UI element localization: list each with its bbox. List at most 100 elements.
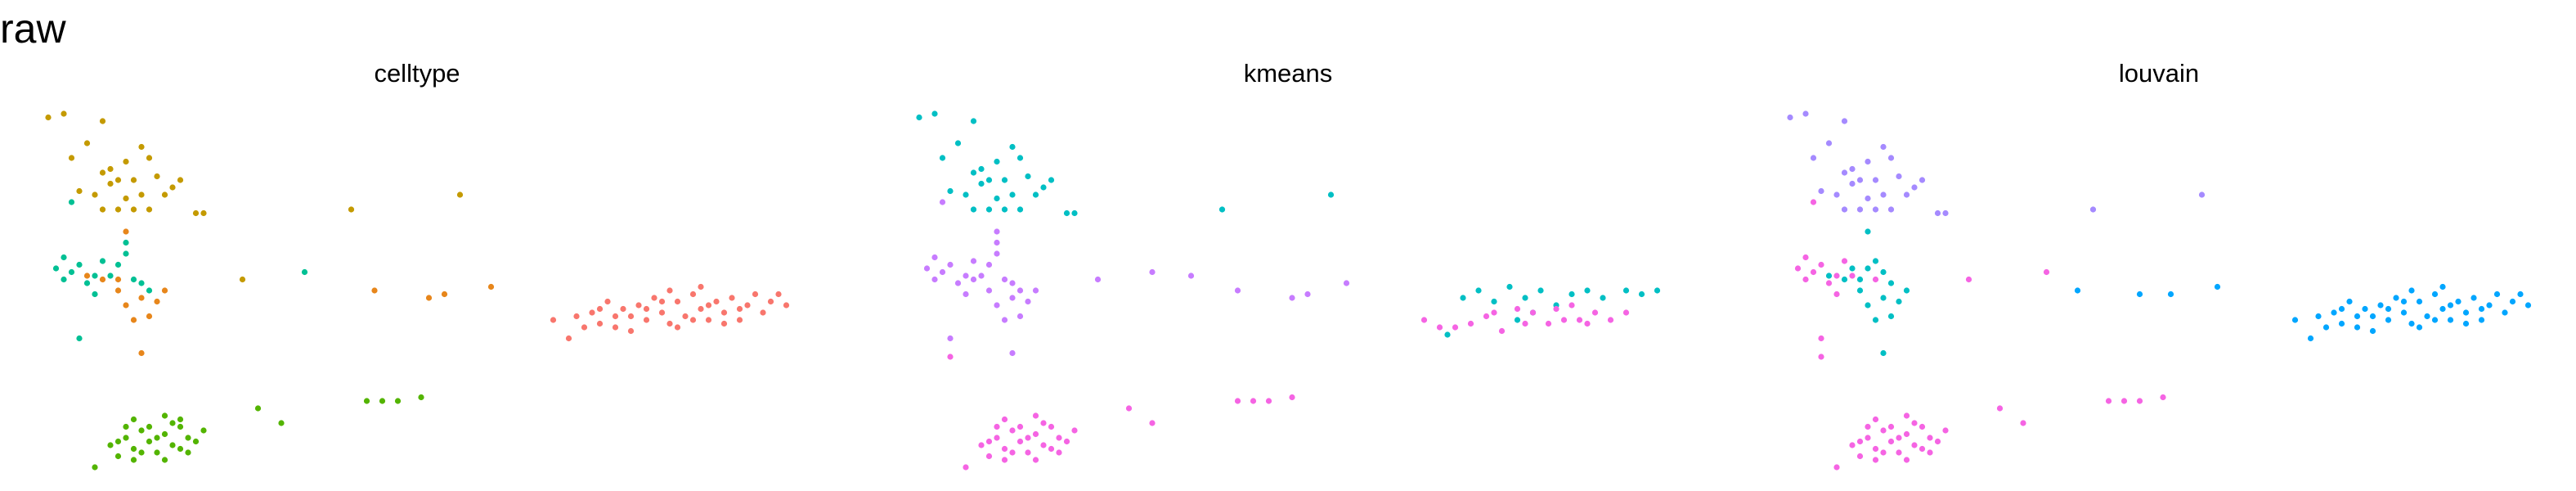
scatter-point bbox=[1887, 206, 1895, 213]
scatter-point bbox=[1304, 291, 1311, 298]
scatter-point bbox=[1452, 324, 1459, 331]
scatter-point bbox=[1001, 317, 1008, 323]
scatter-point bbox=[1056, 435, 1062, 441]
scatter-point bbox=[1825, 140, 1833, 146]
scatter-point bbox=[1522, 320, 1528, 327]
scatter-point bbox=[138, 295, 145, 301]
scatter-point bbox=[154, 449, 160, 456]
scatter-point bbox=[1865, 195, 1871, 202]
scatter-point bbox=[1927, 449, 1933, 456]
panel-title: celltype bbox=[374, 59, 460, 88]
scatter-point bbox=[565, 335, 572, 342]
scatter-point bbox=[1063, 209, 1070, 217]
scatter-point bbox=[138, 449, 145, 456]
scatter-point bbox=[1187, 273, 1195, 279]
scatter-point bbox=[923, 265, 931, 272]
scatter-point bbox=[783, 302, 790, 309]
scatter-point bbox=[107, 442, 114, 448]
scatter-point bbox=[736, 305, 743, 313]
scatter-point bbox=[177, 423, 184, 430]
scatter-series bbox=[83, 228, 495, 357]
scatter-point bbox=[1865, 265, 1871, 272]
scatter-point bbox=[643, 317, 650, 323]
scatter-point bbox=[1568, 291, 1575, 298]
scatter-point bbox=[1498, 327, 1506, 335]
scatter-point bbox=[635, 302, 642, 309]
scatter-point bbox=[99, 276, 106, 283]
scatter-point bbox=[666, 320, 673, 327]
scatter-point bbox=[68, 268, 75, 276]
scatter-point bbox=[161, 412, 168, 419]
scatter-point bbox=[379, 398, 386, 404]
scatter-point bbox=[418, 394, 424, 401]
scatter-point bbox=[1865, 423, 1871, 430]
scatter-point bbox=[138, 280, 145, 286]
scatter-point bbox=[1911, 420, 1918, 426]
scatter-point bbox=[985, 261, 993, 268]
scatter-point bbox=[705, 317, 712, 323]
scatter-point bbox=[2369, 313, 2376, 320]
scatter-point bbox=[130, 317, 137, 323]
scatter-point bbox=[441, 291, 448, 298]
scatter-point bbox=[146, 438, 153, 445]
scatter-point bbox=[2478, 317, 2485, 323]
scatter-point bbox=[68, 199, 75, 205]
scatter-point bbox=[123, 195, 129, 202]
scatter-point bbox=[1056, 449, 1062, 456]
scatter-point bbox=[92, 291, 98, 298]
scatter-point bbox=[674, 298, 681, 305]
scatter-point bbox=[154, 173, 160, 180]
scatter-point bbox=[1887, 280, 1895, 286]
scatter-point bbox=[954, 140, 962, 146]
scatter-point bbox=[2393, 295, 2399, 301]
panel-title: louvain bbox=[2118, 59, 2200, 88]
scatter-point bbox=[1833, 464, 1840, 471]
scatter-point bbox=[2160, 394, 2166, 401]
scatter-point bbox=[52, 265, 60, 272]
scatter-point bbox=[2043, 268, 2050, 276]
scatter-point bbox=[994, 423, 1000, 430]
scatter-point bbox=[620, 305, 626, 313]
scatter-point bbox=[2439, 283, 2446, 291]
scatter-point bbox=[1048, 177, 1055, 183]
scatter-point bbox=[2447, 317, 2454, 323]
scatter-point bbox=[371, 287, 378, 294]
scatter-point bbox=[1903, 457, 1910, 463]
scatter-point bbox=[1001, 177, 1008, 183]
scatter-point bbox=[1802, 110, 1809, 117]
scatter-point bbox=[1576, 317, 1583, 323]
scatter-point bbox=[1032, 430, 1039, 438]
scatter-point bbox=[1600, 295, 1606, 301]
scatter-point bbox=[658, 298, 666, 305]
scatter-point bbox=[301, 268, 308, 276]
scatter-series bbox=[550, 283, 790, 342]
scatter-point bbox=[1016, 423, 1024, 430]
scatter-point bbox=[99, 169, 106, 176]
scatter-point bbox=[963, 464, 969, 471]
scatter-point bbox=[1903, 287, 1910, 294]
scatter-point bbox=[994, 158, 1000, 165]
scatter-point bbox=[573, 313, 580, 320]
scatter-point bbox=[658, 309, 666, 316]
scatter-point bbox=[698, 305, 704, 313]
scatter-point bbox=[177, 416, 184, 423]
scatter-point bbox=[2509, 298, 2516, 305]
scatter-point bbox=[947, 354, 954, 360]
scatter-point bbox=[92, 273, 98, 279]
scatter-point bbox=[61, 254, 67, 261]
scatter-point bbox=[1880, 143, 1887, 151]
scatter-panel-celltype: celltype bbox=[25, 0, 810, 491]
scatter-point bbox=[1825, 280, 1833, 286]
scatter-point bbox=[2120, 398, 2128, 404]
scatter-point bbox=[1289, 394, 1295, 401]
scatter-series bbox=[2074, 283, 2532, 342]
scatter-point bbox=[1289, 295, 1295, 301]
scatter-point bbox=[2486, 302, 2493, 309]
scatter-point bbox=[2331, 309, 2337, 316]
scatter-point bbox=[2198, 191, 2206, 198]
scatter-point bbox=[2136, 398, 2143, 404]
scatter-point bbox=[92, 464, 98, 471]
scatter-point bbox=[254, 405, 262, 412]
scatter-point bbox=[169, 442, 176, 448]
scatter-point bbox=[130, 177, 137, 183]
